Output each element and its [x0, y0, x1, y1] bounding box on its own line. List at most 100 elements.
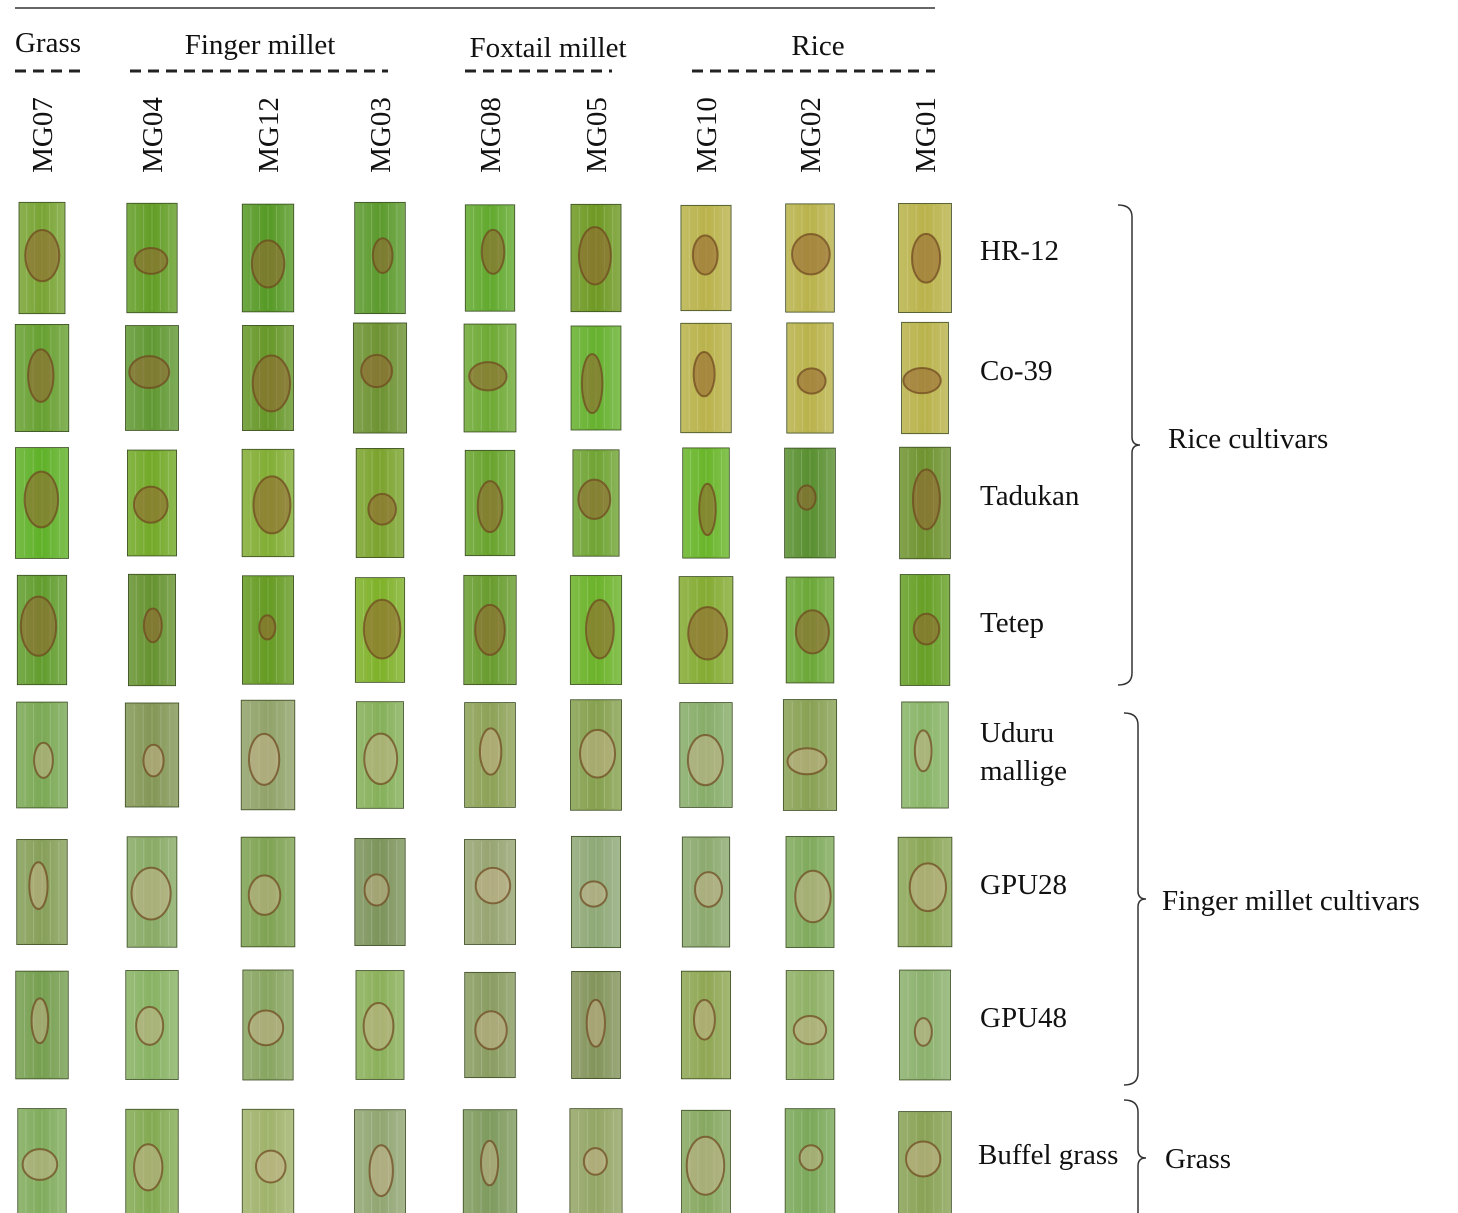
- lesion: [912, 234, 940, 283]
- group-label: Grass: [15, 27, 81, 59]
- lesion: [368, 494, 396, 525]
- lesion: [794, 1016, 826, 1044]
- lesion: [688, 735, 723, 785]
- lesion: [135, 248, 168, 274]
- lesion: [249, 734, 279, 785]
- column-label: MG10: [691, 97, 723, 173]
- lesion: [578, 480, 610, 519]
- lesion: [364, 874, 388, 905]
- lesion: [249, 875, 281, 915]
- lesion: [134, 487, 168, 523]
- lesion: [136, 1007, 163, 1045]
- row-group-label: Finger millet cultivars: [1162, 885, 1420, 917]
- lesion: [34, 743, 53, 778]
- lesion: [480, 728, 501, 774]
- column-label: MG01: [910, 97, 942, 173]
- lesion: [906, 1141, 940, 1176]
- lesion: [580, 730, 615, 778]
- lesion: [798, 485, 816, 509]
- row-label: Uduru mallige: [980, 717, 1067, 787]
- row-label: Co-39: [980, 355, 1053, 387]
- lesion: [587, 1000, 605, 1047]
- lesion: [800, 1145, 823, 1170]
- row-label: GPU48: [980, 1002, 1067, 1034]
- lesion: [582, 354, 603, 413]
- lesion: [25, 472, 58, 528]
- figure: GrassFinger milletFoxtail milletRiceMG07…: [0, 0, 1458, 1213]
- lesion: [910, 863, 946, 911]
- lesion: [364, 600, 401, 659]
- row-group-label: Rice cultivars: [1168, 423, 1328, 455]
- lesion: [694, 352, 715, 396]
- lesion: [256, 1151, 286, 1183]
- lesion: [21, 597, 56, 656]
- lesion: [364, 734, 397, 784]
- lesion: [693, 235, 718, 274]
- lesion: [476, 868, 510, 903]
- lesion: [913, 470, 940, 530]
- lesion: [795, 871, 831, 922]
- column-label: MG04: [137, 97, 169, 173]
- lesion: [581, 881, 607, 906]
- lesion: [253, 355, 290, 411]
- brace: [1124, 713, 1146, 1085]
- lesion: [788, 748, 827, 774]
- lesion: [29, 862, 47, 909]
- row-label: Tadukan: [980, 480, 1080, 512]
- lesion: [699, 484, 716, 535]
- lesion: [259, 615, 275, 639]
- lesion: [475, 605, 505, 655]
- row-label: Buffel grass: [978, 1139, 1118, 1171]
- column-label: MG12: [253, 97, 285, 173]
- lesion: [143, 745, 163, 777]
- lesion: [792, 234, 830, 274]
- lesion: [25, 230, 59, 281]
- row-label-line: Uduru: [980, 717, 1054, 749]
- lesion: [694, 1000, 715, 1040]
- column-label: MG08: [475, 97, 507, 173]
- lesion: [478, 481, 503, 532]
- lesion: [249, 1010, 284, 1045]
- group-label: Foxtail millet: [469, 32, 626, 64]
- row-group-label: Grass: [1165, 1143, 1231, 1175]
- lesion: [32, 998, 49, 1043]
- lesion: [695, 872, 722, 907]
- column-label: MG03: [365, 97, 397, 173]
- lesion: [370, 1145, 393, 1196]
- lesion: [364, 1003, 394, 1050]
- lesion: [688, 607, 727, 659]
- column-label: MG05: [581, 97, 613, 173]
- row-label-line: mallige: [980, 755, 1067, 787]
- lesion: [469, 362, 506, 390]
- lesion: [586, 600, 614, 658]
- lesion: [253, 476, 290, 533]
- page: GrassFinger milletFoxtail milletRiceMG07…: [0, 0, 1458, 1213]
- lesion: [361, 355, 392, 387]
- lesion: [687, 1137, 725, 1195]
- brace: [1124, 1100, 1146, 1213]
- column-label: MG02: [795, 97, 827, 173]
- brace: [1118, 205, 1140, 685]
- lesion: [915, 1018, 932, 1046]
- lesion: [914, 614, 939, 645]
- lesion: [28, 349, 53, 402]
- row-label: GPU28: [980, 869, 1067, 901]
- lesion: [373, 238, 393, 273]
- group-label: Rice: [791, 30, 844, 62]
- lesion: [134, 1144, 162, 1190]
- lesion: [144, 608, 162, 642]
- lesion: [903, 368, 940, 393]
- lesion: [252, 240, 285, 287]
- lesion: [798, 368, 826, 393]
- lesion: [915, 730, 932, 771]
- row-label: HR-12: [980, 235, 1059, 267]
- lesion: [475, 1011, 506, 1049]
- lesion: [482, 230, 505, 274]
- lesion: [579, 227, 611, 284]
- lesion: [481, 1141, 498, 1185]
- group-label: Finger millet: [185, 29, 336, 61]
- row-label: Tetep: [980, 607, 1044, 639]
- lesion: [584, 1148, 607, 1175]
- lesion: [796, 610, 829, 653]
- lesion: [129, 356, 169, 388]
